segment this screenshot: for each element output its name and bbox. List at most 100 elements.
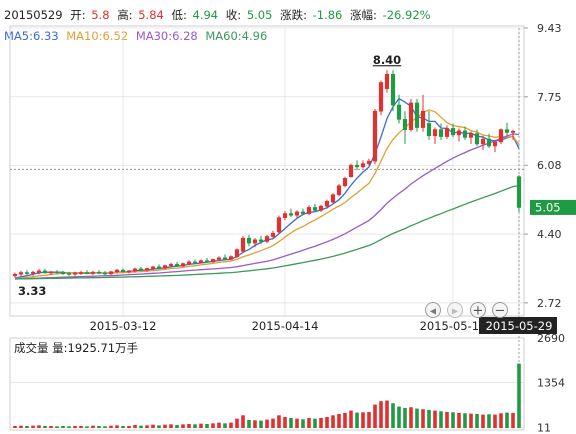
date-tick-label: 2015-03-12 — [90, 319, 157, 333]
current-price-badge: 5.05 — [530, 199, 576, 215]
volume-bar — [475, 413, 479, 428]
volume-bar — [343, 412, 347, 428]
ma60-line — [14, 184, 520, 280]
volume-bar — [289, 417, 293, 428]
volume-bar — [373, 404, 377, 428]
ma10-legend: MA10:6.52 — [66, 29, 128, 43]
volume-bar — [223, 423, 227, 428]
volume-bar — [265, 419, 269, 428]
ma60-legend: MA60:4.96 — [205, 29, 267, 43]
ma5-line — [14, 97, 520, 279]
volume-bar — [313, 418, 317, 428]
volume-bar — [139, 425, 143, 428]
candle-up — [36, 270, 42, 273]
low-annotation: 3.33 — [18, 284, 46, 298]
candle-up — [348, 164, 354, 178]
candle-up — [366, 160, 372, 164]
candle-up — [216, 257, 222, 260]
volume-bar — [259, 420, 263, 428]
volume-bar — [217, 422, 221, 428]
pct-label: 涨幅: — [350, 8, 377, 22]
next-button[interactable]: ▶ — [447, 302, 463, 318]
volume-bar — [13, 425, 17, 428]
candle-down — [426, 123, 432, 137]
candle-down — [96, 271, 102, 274]
quote-header: 20150529 开: 5.8 高: 5.84 低: 4.94 收: 5.05 … — [4, 8, 431, 22]
axes: 9.43 7.75 6.08 4.40 2.72 2690 1354 11 2015-03-12… — [90, 22, 565, 434]
candle-down — [84, 272, 90, 274]
candle-down — [486, 138, 492, 147]
volume-tick-label: 2690 — [537, 332, 565, 345]
volume-bar — [277, 415, 281, 428]
volume-bar — [73, 425, 77, 428]
volume-bar — [211, 423, 215, 428]
candle-up — [294, 211, 300, 216]
ma5-legend: MA5:6.33 — [4, 29, 59, 43]
candle-up — [480, 138, 486, 145]
volume-bar — [253, 420, 257, 428]
zoom-out-button[interactable]: − — [492, 302, 508, 319]
volume-bar — [187, 423, 191, 428]
zoom-in-button[interactable]: + — [470, 302, 486, 319]
volume-bar — [283, 416, 287, 428]
volume-bar — [325, 416, 329, 428]
date-tick-label: 2015-04-14 — [252, 319, 319, 333]
candle-down — [120, 269, 126, 273]
candle-down — [300, 211, 306, 214]
volume-bar — [451, 412, 455, 428]
candle-down — [450, 128, 456, 136]
date-tick-label: 2015-05-29 — [486, 319, 553, 333]
volume-bar — [307, 417, 311, 428]
volume-bar — [79, 425, 83, 428]
volume-bar — [145, 425, 149, 428]
volume-bar — [319, 417, 323, 428]
volume-bar — [61, 425, 65, 428]
volume-bar — [385, 400, 389, 428]
candle-up — [150, 266, 156, 269]
date-tick-label: 2015-05-14 — [420, 319, 487, 333]
candle-up — [444, 128, 450, 137]
volume-bar — [487, 414, 491, 428]
candle-down — [396, 104, 402, 120]
volume-bar — [493, 414, 497, 428]
candle-up — [420, 110, 426, 128]
candle-down — [192, 261, 198, 264]
candles — [12, 70, 522, 278]
candle-up — [114, 269, 120, 273]
volume-bar — [361, 412, 365, 428]
candle-down — [390, 73, 396, 106]
volume-bar — [331, 415, 335, 428]
candle-down — [174, 264, 180, 267]
candle-down — [138, 268, 144, 271]
candle-up — [372, 110, 378, 162]
grid — [10, 27, 524, 428]
volume-bar — [301, 419, 305, 428]
candle-down — [312, 207, 318, 211]
candle-up — [342, 178, 348, 187]
volume-bar — [49, 425, 53, 428]
volume-bar — [55, 426, 59, 428]
candle-up — [240, 237, 246, 252]
high-label: 高: — [117, 8, 132, 22]
volume-bar — [397, 406, 401, 428]
candle-up — [108, 271, 114, 275]
zoom-out-icon: − — [495, 304, 506, 319]
volume-bar — [85, 426, 89, 428]
volume-bar — [499, 413, 503, 428]
volume-bar — [427, 409, 431, 428]
volume-bar — [37, 425, 41, 428]
candle-down — [462, 130, 468, 138]
volume-bar — [439, 411, 443, 428]
prev-button[interactable]: ◀ — [425, 302, 441, 318]
volume-bar — [271, 418, 275, 428]
candle-up — [228, 256, 234, 260]
candle-down — [204, 260, 210, 263]
candle-up — [234, 249, 240, 257]
change-value: -1.86 — [313, 8, 343, 22]
candle-down — [414, 102, 420, 128]
price-tick-label: 4.40 — [537, 228, 562, 241]
candle-up — [198, 260, 204, 264]
candle-down — [504, 129, 510, 133]
price-panel-frame — [9, 25, 525, 317]
